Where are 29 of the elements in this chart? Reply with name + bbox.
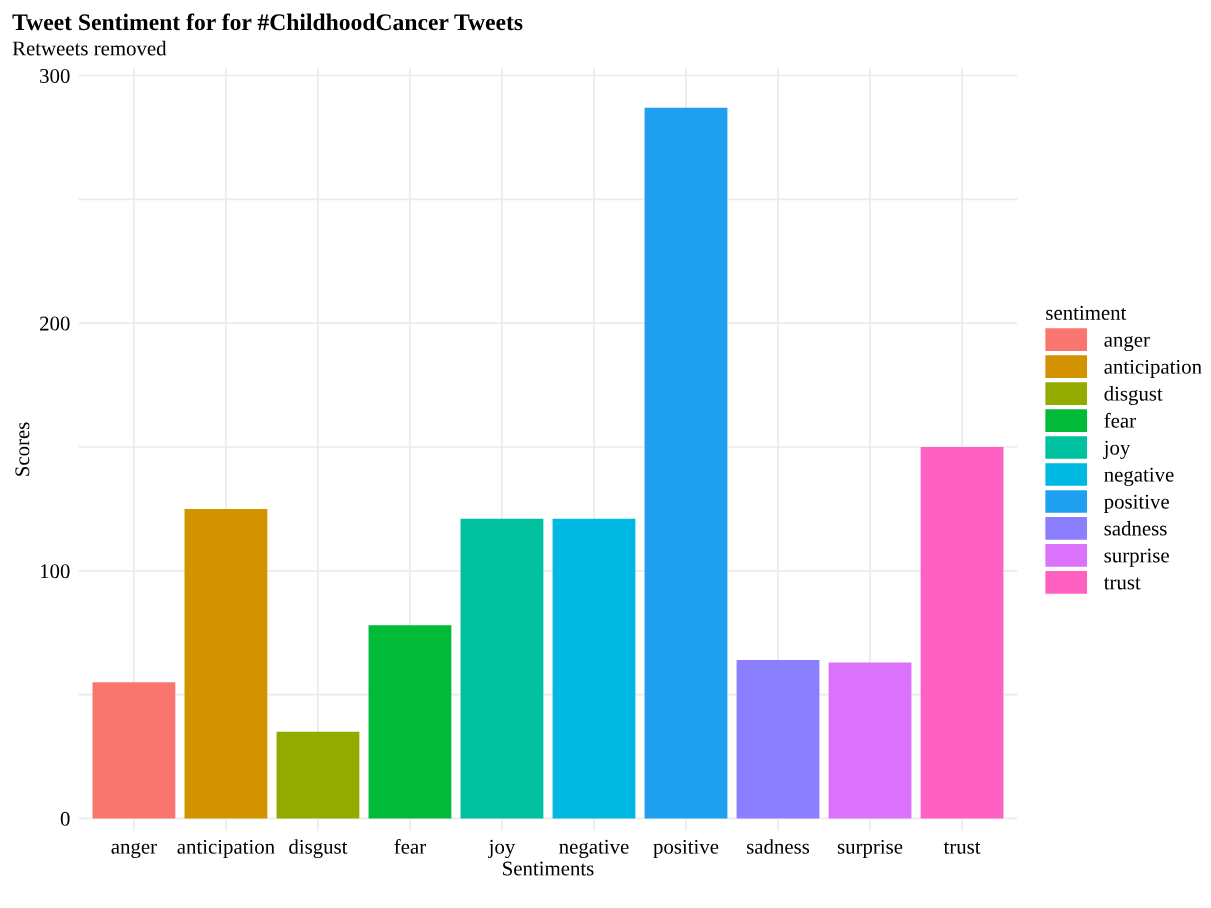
x-tick-label: anticipation	[177, 839, 275, 859]
legend-label: anger	[1104, 335, 1150, 352]
x-tick-label: disgust	[289, 839, 348, 859]
y-tick-label: 100	[40, 564, 70, 579]
x-tick-label: anger	[111, 842, 157, 859]
legend-label: fear	[1104, 412, 1136, 428]
legend-label: trust	[1103, 577, 1141, 590]
x-tick-label: fear	[394, 838, 426, 854]
x-tick-label: joy	[488, 839, 516, 859]
y-tick-label: 300	[40, 68, 70, 83]
legend-label: disgust	[1104, 386, 1163, 406]
y-axis-title: Scores	[15, 422, 30, 476]
legend-label: negative	[1104, 467, 1174, 486]
legend-label: anticipation	[1104, 359, 1202, 379]
x-tick-label: trust	[943, 841, 981, 854]
legend-label: surprise	[1104, 548, 1169, 567]
x-tick-label: surprise	[837, 839, 903, 859]
x-tick-label: positive	[653, 839, 719, 859]
y-tick-label: 0	[60, 811, 70, 826]
legend-label: joy	[1103, 440, 1131, 459]
x-axis-title: Sentiments	[503, 861, 594, 876]
legend-title: sentiment	[1046, 305, 1127, 320]
chart-subtitle: Retweets removed	[12, 40, 167, 56]
legend-label: positive	[1104, 494, 1169, 513]
x-tick-label: sadness	[747, 839, 810, 854]
legend-label: sadness	[1104, 520, 1167, 536]
chart-title: Tweet Sentiment for for #ChildhoodCancer Tweets	[12, 13, 523, 31]
y-tick-label: 200	[40, 316, 70, 331]
x-tick-label: negative	[559, 839, 629, 859]
